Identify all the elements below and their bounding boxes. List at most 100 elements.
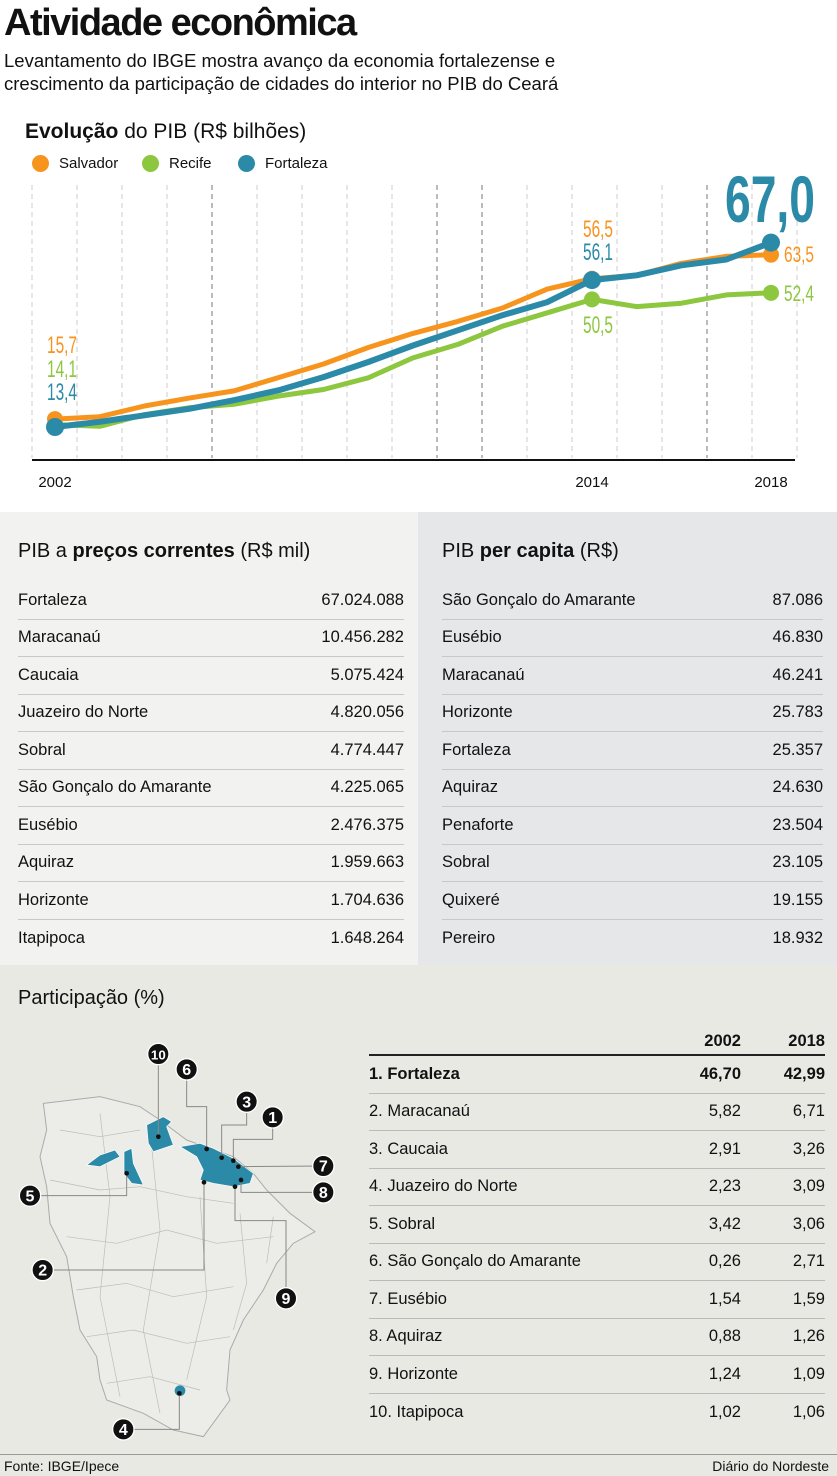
map-marker xyxy=(112,1418,135,1441)
map-marker xyxy=(18,1184,42,1207)
table-row: Maracanaú 10.456.282 xyxy=(18,620,404,657)
subtitle-line-2: crescimento da participação de cidades d… xyxy=(4,73,559,94)
value-label: 13,4 xyxy=(47,379,77,406)
value-2002: 1,24 xyxy=(708,1364,741,1383)
map-marker-number: 2 xyxy=(38,1263,47,1280)
value: 23.504 xyxy=(772,815,823,834)
city-name: 5. Sobral xyxy=(369,1214,436,1233)
highlighted-municipality xyxy=(179,1142,254,1188)
title-bold: preços correntes xyxy=(72,540,235,562)
city-name: Maracanaú xyxy=(442,665,525,684)
location-dot xyxy=(231,1158,236,1163)
table-row: Aquiraz 1.959.663 xyxy=(18,845,404,882)
data-point-fortaleza xyxy=(583,271,601,290)
city-name: Eusébio xyxy=(18,815,78,834)
value: 24.630 xyxy=(772,778,823,797)
map-marker xyxy=(261,1106,284,1129)
value: 5.075.424 xyxy=(330,665,404,684)
location-dot xyxy=(201,1180,207,1185)
municipal-border xyxy=(59,1129,141,1138)
map-marker-number: 4 xyxy=(119,1422,128,1439)
city-name: Quixeré xyxy=(442,890,500,909)
footer-divider xyxy=(0,1454,837,1455)
city-name: Sobral xyxy=(442,853,490,872)
table-row: Fortaleza 25.357 xyxy=(442,732,823,770)
municipal-border xyxy=(233,1213,248,1331)
value-label: 56,5 xyxy=(583,216,613,243)
municipal-border xyxy=(49,1179,234,1204)
value-2018: 1,26 xyxy=(792,1327,825,1346)
city-name: Aquiraz xyxy=(18,853,74,872)
table-row: Horizonte 1.704.636 xyxy=(18,882,404,920)
table-row: Eusébio 46.830 xyxy=(442,620,823,657)
pib-per-capita-title: PIB per capita (R$) xyxy=(442,540,619,563)
location-dot xyxy=(204,1146,209,1152)
city-name: Caucaia xyxy=(18,665,79,684)
map-marker-number: 3 xyxy=(242,1094,251,1111)
map-marker xyxy=(312,1181,335,1204)
callout-line xyxy=(234,1186,287,1299)
legend-recife: Recife xyxy=(142,155,212,172)
value: 4.225.065 xyxy=(330,778,404,797)
participacao-section: Participação (%) 1 2 3 4 5 6 7 8 9 10 2002 2018 1.… xyxy=(0,965,837,1476)
value-2002: 5,82 xyxy=(708,1102,741,1121)
title-bold: per capita xyxy=(479,540,575,562)
table-row: 8. Aquiraz 0,88 1,26 xyxy=(369,1319,825,1356)
municipal-border xyxy=(86,1329,231,1344)
legend-dot-icon xyxy=(238,155,255,172)
page-title: Atividade econômica xyxy=(4,2,357,44)
data-point-fortaleza xyxy=(46,418,64,436)
value-2018: 1,09 xyxy=(792,1364,825,1383)
table-row: 1. Fortaleza 46,70 42,99 xyxy=(369,1056,825,1094)
value-2018: 42,99 xyxy=(783,1064,825,1083)
table-row: Maracanaú 46.241 xyxy=(442,657,823,695)
series-line-salvador xyxy=(54,252,772,422)
participacao-table: 2002 2018 1. Fortaleza 46,70 42,99 2. Maraca… xyxy=(369,1028,825,1431)
value-2018: 1,59 xyxy=(792,1289,825,1308)
source-note: Fonte: IBGE/Ipece xyxy=(4,1458,120,1474)
value: 1.648.264 xyxy=(330,928,404,947)
pib-correntes-title: PIB a preços correntes (R$ mil) xyxy=(18,540,310,563)
pib-per-capita-list: São Gonçalo do Amarante 87.086 Eusébio 46.8… xyxy=(442,582,823,957)
table-row: 10. Itapipoca 1,02 1,06 xyxy=(369,1394,825,1432)
map-marker-number: 8 xyxy=(319,1185,328,1202)
callout-line xyxy=(238,1165,324,1168)
value-2002: 0,88 xyxy=(708,1327,741,1346)
map-marker xyxy=(175,1058,198,1081)
municipal-border xyxy=(142,1129,161,1414)
value: 25.357 xyxy=(772,740,823,759)
location-dot xyxy=(236,1164,241,1169)
table-row: 2. Maracanaú 5,82 6,71 xyxy=(369,1094,825,1131)
value-2002: 2,23 xyxy=(708,1177,741,1196)
city-name: São Gonçalo do Amarante xyxy=(18,778,212,797)
subtitle-line-1: Levantamento do IBGE mostra avanço da ec… xyxy=(4,50,556,71)
city-name: Horizonte xyxy=(442,703,513,722)
table-row: Sobral 23.105 xyxy=(442,845,823,882)
legend-fortaleza: Fortaleza xyxy=(238,155,328,172)
city-name: Eusébio xyxy=(442,628,502,647)
city-name: 3. Caucaia xyxy=(369,1139,448,1158)
value-2018: 6,71 xyxy=(792,1102,825,1121)
map-marker-number: 9 xyxy=(282,1291,291,1308)
chart-title: Evolução do PIB (R$ bilhões) xyxy=(25,120,306,144)
title-part: (R$) xyxy=(574,540,619,562)
pib-correntes-panel: PIB a preços correntes (R$ mil) Fortalez… xyxy=(0,512,418,965)
table-header: 2002 2018 xyxy=(369,1028,825,1056)
brand-name: Diário do Nordeste xyxy=(712,1458,829,1474)
city-name: 10. Itapipoca xyxy=(369,1402,464,1421)
table-row: Caucaia 5.075.424 xyxy=(18,657,404,695)
highlighted-municipality xyxy=(146,1116,174,1153)
location-dot xyxy=(177,1391,182,1396)
table-row: São Gonçalo do Amarante 4.225.065 xyxy=(18,770,404,807)
city-name: 8. Aquiraz xyxy=(369,1327,443,1346)
map-marker xyxy=(274,1287,298,1310)
location-dot xyxy=(219,1155,224,1160)
table-row: Juazeiro do Norte 4.820.056 xyxy=(18,695,404,732)
table-row: Itapipoca 1.648.264 xyxy=(18,920,404,958)
value-2018: 3,09 xyxy=(792,1177,825,1196)
value-2018: 3,06 xyxy=(792,1214,825,1233)
map-marker-number: 7 xyxy=(319,1159,328,1176)
value: 10.456.282 xyxy=(321,628,404,647)
value-2002: 0,26 xyxy=(708,1252,741,1271)
callout-line xyxy=(186,1069,208,1149)
